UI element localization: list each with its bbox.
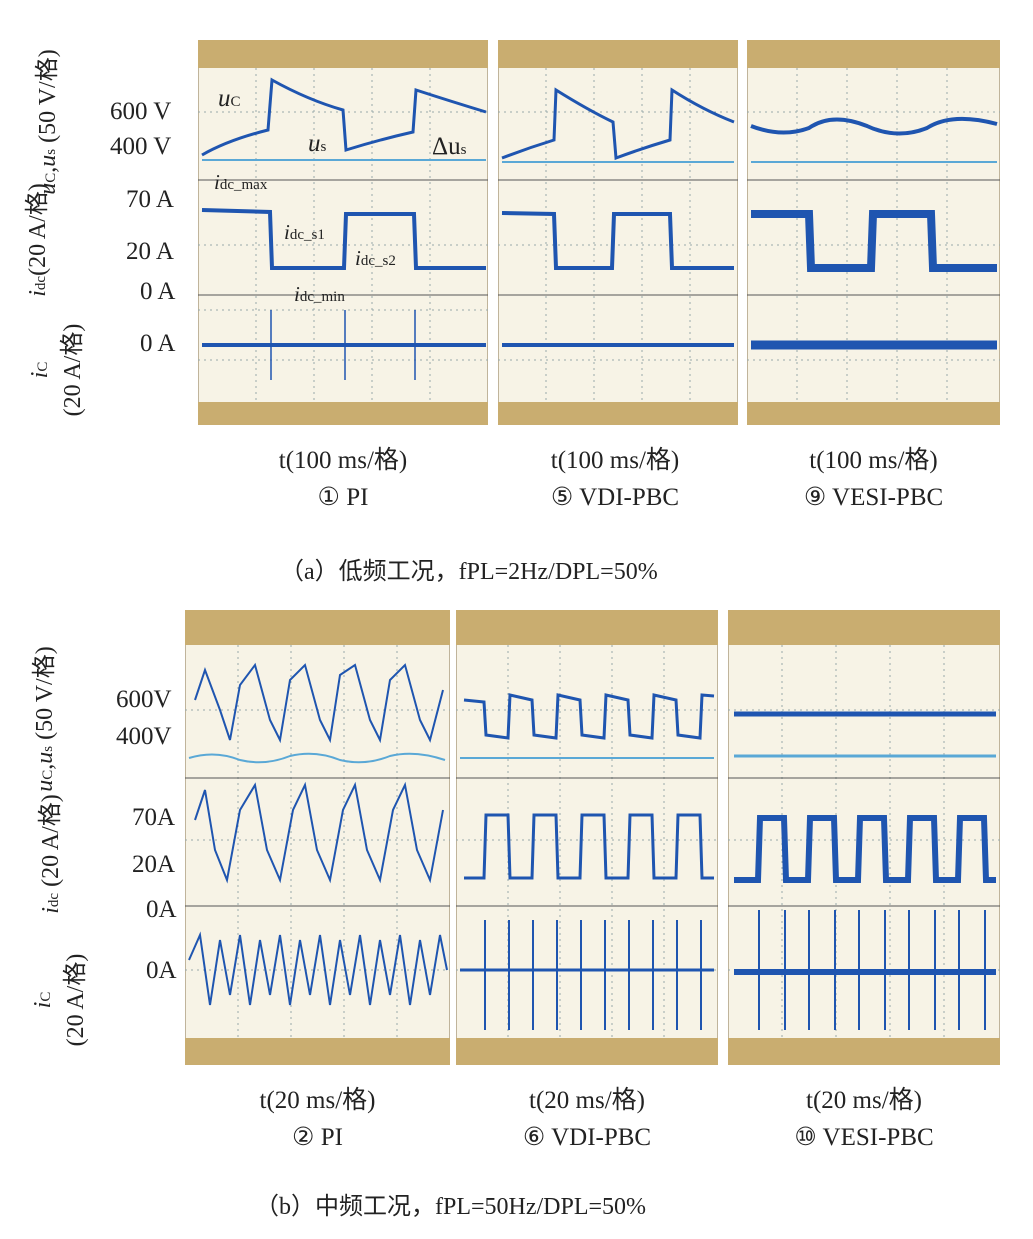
trace-idc-a3: [751, 210, 997, 272]
trace-idc-b1: [194, 781, 444, 884]
scope-b3: [728, 610, 1000, 1065]
trace-idc-b2: [464, 813, 714, 880]
annot-idc-min: idc_min: [294, 282, 345, 306]
tick-0a-ic-b: 0A: [146, 957, 177, 984]
annot-idc-s1: idc_s1: [284, 220, 325, 244]
tick-400v-a: 400 V: [110, 133, 172, 160]
trace-uc-b2: [463, 693, 715, 740]
tick-70a-b: 70A: [132, 804, 176, 831]
annot-delta-us: Δus: [432, 133, 467, 160]
method-label-b3: ⑩ VESI-PBC: [794, 1124, 934, 1151]
time-label-b3: t(20 ms/格): [806, 1087, 922, 1114]
trace-uc-a2: [501, 87, 735, 161]
caption-a: （a）低频工况，fPL=2Hz/DPL=50%: [280, 559, 658, 585]
tick-70a-a: 70 A: [126, 186, 174, 213]
time-label-a2: t(100 ms/格): [550, 447, 680, 474]
annot-us: us: [308, 130, 327, 157]
method-label-b1: ② PI: [292, 1124, 343, 1151]
tick-600v-b: 600V: [116, 686, 172, 713]
annot-idc-s2: idc_s2: [355, 246, 396, 270]
y-label-ic-b: iC (20 A/格): [30, 953, 89, 1047]
trace-us-b1: [188, 752, 446, 764]
y-label-idc-a: idc(20 A/格): [25, 183, 51, 297]
trace-uc-a3: [750, 116, 998, 136]
method-label-b2: ⑥ VDI-PBC: [522, 1124, 652, 1151]
caption-b: （b）中频工况，fPL=50Hz/DPL=50%: [255, 1194, 647, 1220]
trace-idc-a2: [501, 211, 734, 270]
trace-ic-b1: [188, 931, 448, 1006]
method-label-a3: ⑨ VESI-PBC: [803, 484, 944, 511]
time-label-a3: t(100 ms/格): [809, 447, 938, 474]
annot-idc-max: idc_max: [214, 170, 268, 194]
tick-0a-ic-a: 0 A: [140, 330, 176, 357]
scope-a3: [747, 40, 1000, 425]
trace-uc-b1: [194, 662, 444, 744]
trace-uc-a1: [201, 77, 487, 157]
tick-20a-a: 20 A: [126, 238, 174, 265]
method-label-a2: ⑤ VDI-PBC: [550, 484, 680, 511]
scope-a2: [498, 40, 738, 425]
trace-idc-a1: [201, 208, 486, 270]
scope-a1: [198, 40, 488, 425]
trace-idc-b3: [734, 815, 996, 883]
tick-0a-idc-b: 0A: [146, 896, 177, 923]
time-label-a1: t(100 ms/格): [278, 447, 408, 474]
annot-uc: uC: [218, 85, 241, 112]
tick-0a-idc-a: 0 A: [140, 278, 176, 305]
method-label-a1: ① PI: [317, 484, 369, 511]
tick-600v-a: 600 V: [110, 98, 172, 125]
y-label-idc-b: idc (20 A/格): [38, 794, 64, 914]
time-label-b2: t(20 ms/格): [529, 1087, 645, 1114]
scope-b1: [185, 610, 450, 1065]
scope-b2: [456, 610, 718, 1065]
time-label-b1: t(20 ms/格): [259, 1087, 376, 1114]
tick-400v-b: 400V: [116, 723, 172, 750]
tick-20a-b: 20A: [132, 851, 176, 878]
y-label-ic-a: iC (20 A/格): [27, 323, 86, 417]
